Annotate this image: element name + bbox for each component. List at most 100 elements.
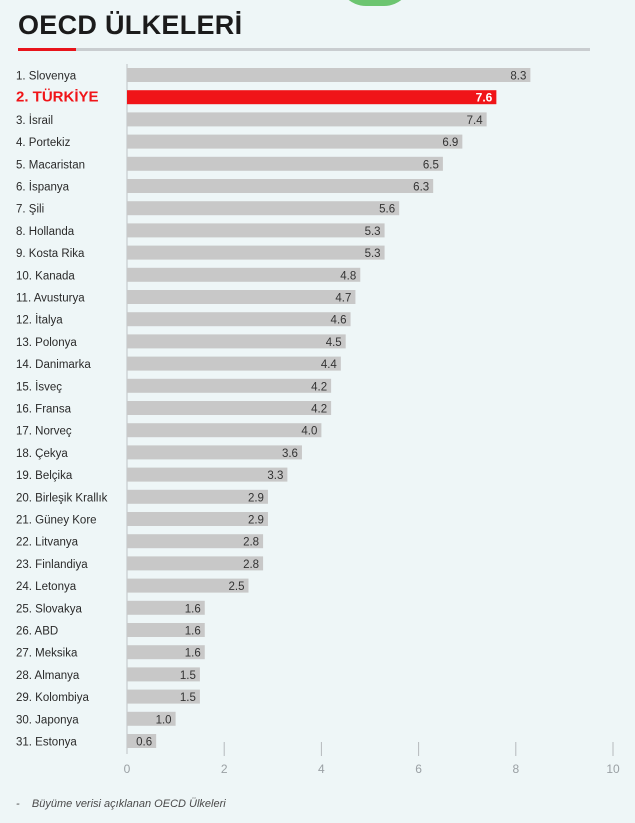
title-underline: [18, 48, 590, 51]
bar: [127, 290, 356, 304]
category-label: 28. Almanya: [16, 670, 80, 682]
category-label: 3. İsrail: [16, 114, 53, 127]
value-label: 4.2: [311, 404, 327, 416]
value-label: 4.4: [321, 359, 338, 371]
bar: [127, 689, 200, 704]
category-label: 12. İtalya: [16, 314, 63, 327]
category-label: 14. Danimarka: [16, 359, 91, 371]
category-label: 25. Slovakya: [16, 603, 82, 615]
value-label: 1.6: [185, 648, 201, 660]
value-label: 8.3: [510, 71, 526, 83]
value-label: 6.9: [442, 137, 458, 149]
category-label: 4. Portekiz: [16, 137, 71, 149]
bar: [127, 201, 400, 216]
value-label: 1.0: [156, 714, 172, 726]
value-label: 1.6: [185, 603, 201, 615]
footnote-text: Büyüme verisi açıklanan OECD Ülkeleri: [31, 798, 226, 810]
bar: [127, 556, 264, 571]
bar: [127, 134, 463, 149]
category-label: 13. Polonya: [16, 337, 77, 349]
category-label: 6. İspanya: [16, 181, 70, 194]
x-tick-label: 6: [415, 762, 422, 776]
title-underline-accent: [18, 48, 76, 51]
category-label: 10. Kanada: [16, 270, 75, 282]
bar: [127, 334, 346, 349]
bar: [127, 423, 322, 438]
value-label: 7.4: [467, 115, 484, 127]
x-tick-label: 4: [318, 762, 325, 776]
bar: [127, 645, 205, 660]
bar: [127, 156, 443, 171]
value-label: 3.6: [282, 448, 298, 460]
value-label: 2.9: [248, 515, 264, 527]
x-tick-label: 10: [606, 762, 620, 776]
category-label: 31. Estonya: [16, 737, 77, 749]
bar: [127, 711, 176, 726]
bar: [127, 623, 205, 637]
category-label: 8. Hollanda: [16, 226, 75, 238]
category-label: 17. Norveç: [16, 426, 72, 438]
value-label: 1.5: [180, 692, 196, 704]
value-label: 1.5: [180, 670, 196, 682]
footnote: - Büyüme verisi açıklanan OECD Ülkeleri: [16, 798, 226, 810]
x-tick-label: 0: [124, 762, 131, 776]
category-label: 5. Macaristan: [16, 159, 85, 171]
value-label: 1.6: [185, 626, 201, 638]
value-label: 5.6: [379, 204, 395, 216]
bar: [127, 356, 341, 371]
bar-chart: 1. Slovenya 8.3 2. TÜRKİYE 7.6 3. İsrail 7.4 4…: [16, 64, 620, 776]
x-tick-label: 2: [221, 762, 228, 776]
value-label: 3.3: [267, 470, 283, 482]
bar: [127, 179, 434, 193]
category-label: 24. Letonya: [16, 581, 77, 593]
bar: [127, 68, 531, 82]
bar: [127, 112, 487, 127]
value-label: 5.3: [365, 248, 381, 260]
value-label: 4.7: [335, 293, 351, 305]
value-label: 4.0: [301, 426, 317, 438]
bar: [127, 312, 351, 327]
category-label: 22. Litvanya: [16, 537, 79, 549]
decorative-green-shape: [338, 0, 412, 6]
value-label: 0.6: [136, 737, 152, 749]
bar: [127, 512, 268, 526]
category-label: 1. Slovenya: [16, 71, 77, 83]
category-label: 30. Japonya: [16, 714, 79, 726]
bar: [127, 534, 264, 549]
bar: [127, 600, 205, 615]
bar: [127, 578, 249, 593]
category-label: 16. Fransa: [16, 404, 72, 416]
value-label: 4.5: [326, 337, 342, 349]
category-label: 20. Birleşik Krallık: [16, 492, 108, 504]
bar: [127, 223, 385, 238]
value-label: 7.6: [476, 91, 493, 105]
category-label: 7. Şili: [16, 204, 44, 216]
bar: [127, 667, 200, 682]
page-title: OECD ÜLKELERİ: [18, 10, 243, 40]
bar: [127, 401, 332, 415]
category-label: 29. Kolombiya: [16, 692, 89, 704]
bar: [127, 245, 385, 260]
category-label: 11. Avusturya: [16, 293, 85, 305]
category-label: 23. Finlandiya: [16, 559, 88, 571]
bar: [127, 90, 497, 105]
value-label: 4.8: [340, 270, 356, 282]
bar: [127, 445, 302, 460]
value-label: 2.8: [243, 537, 259, 549]
category-label: 27. Meksika: [16, 648, 78, 660]
category-label: 18. Çekya: [16, 448, 68, 460]
category-label: 21. Güney Kore: [16, 515, 97, 527]
value-label: 5.3: [365, 226, 381, 238]
category-label: 2. TÜRKİYE: [16, 89, 99, 106]
value-label: 6.3: [413, 182, 429, 194]
value-label: 6.5: [423, 159, 439, 171]
footnote-dash: -: [16, 798, 20, 810]
bar: [127, 267, 361, 282]
value-label: 2.5: [229, 581, 245, 593]
category-label: 26. ABD: [16, 626, 58, 638]
bar: [127, 378, 332, 393]
value-label: 2.8: [243, 559, 259, 571]
bar: [127, 734, 157, 748]
category-label: 15. İsveç: [16, 380, 62, 393]
category-label: 19. Belçika: [16, 470, 73, 482]
